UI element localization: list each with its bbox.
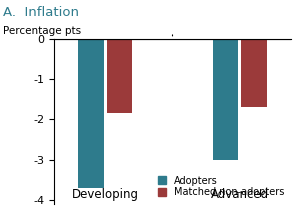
Text: Percentage pts: Percentage pts xyxy=(3,26,81,36)
Text: Advanced: Advanced xyxy=(211,188,269,201)
Text: Developing: Developing xyxy=(72,188,139,201)
Text: A.  Inflation: A. Inflation xyxy=(3,6,79,19)
Bar xyxy=(107,39,132,113)
Bar xyxy=(79,39,104,188)
Legend: Adopters, Matched non-adopters: Adopters, Matched non-adopters xyxy=(156,174,286,199)
Bar xyxy=(213,39,238,160)
Bar xyxy=(241,39,266,107)
